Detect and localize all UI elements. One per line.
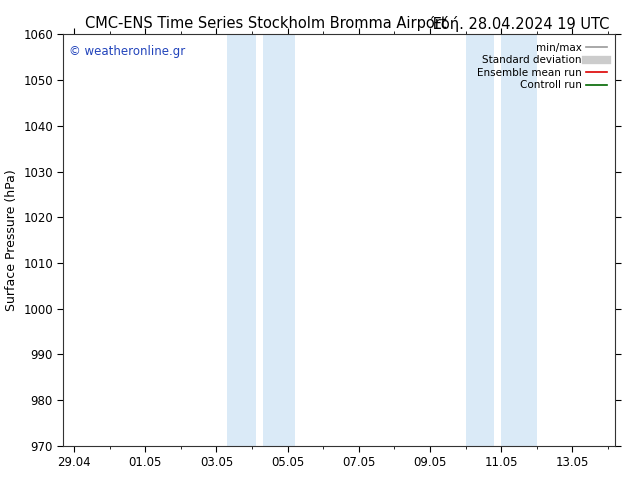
Bar: [501, 34, 537, 446]
Bar: [465, 34, 494, 446]
Y-axis label: Surface Pressure (hPa): Surface Pressure (hPa): [4, 169, 18, 311]
Text: © weatheronline.gr: © weatheronline.gr: [69, 45, 185, 58]
Legend: min/max, Standard deviation, Ensemble mean run, Controll run: min/max, Standard deviation, Ensemble me…: [474, 40, 610, 94]
Text: CMC-ENS Time Series Stockholm Bromma Airport: CMC-ENS Time Series Stockholm Bromma Air…: [86, 16, 447, 31]
Bar: [262, 34, 295, 446]
Bar: [227, 34, 256, 446]
Text: Έόή. 28.04.2024 19 UTC: Έόή. 28.04.2024 19 UTC: [430, 16, 609, 32]
